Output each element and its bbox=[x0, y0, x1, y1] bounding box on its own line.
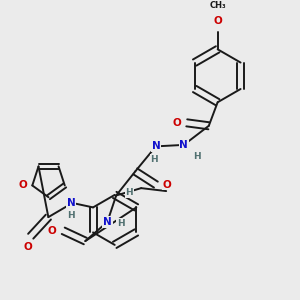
Text: H: H bbox=[193, 152, 201, 160]
Text: N: N bbox=[103, 217, 112, 227]
Text: O: O bbox=[213, 16, 222, 26]
Text: CH₃: CH₃ bbox=[209, 1, 226, 10]
Text: O: O bbox=[23, 242, 32, 251]
Text: H: H bbox=[126, 188, 133, 197]
Text: H: H bbox=[67, 211, 75, 220]
Text: N: N bbox=[67, 198, 75, 208]
Text: O: O bbox=[48, 226, 56, 236]
Text: H: H bbox=[117, 219, 124, 228]
Text: N: N bbox=[152, 141, 160, 152]
Text: N: N bbox=[179, 140, 188, 150]
Text: O: O bbox=[163, 180, 171, 190]
Text: O: O bbox=[19, 181, 27, 190]
Text: H: H bbox=[151, 155, 158, 164]
Text: O: O bbox=[172, 118, 181, 128]
